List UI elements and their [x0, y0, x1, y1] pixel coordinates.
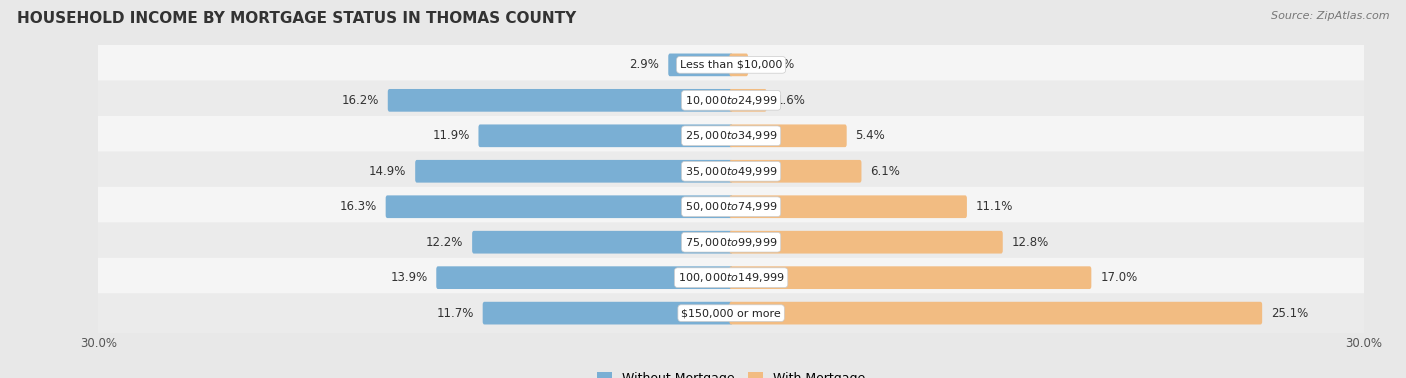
FancyBboxPatch shape	[730, 302, 1263, 324]
FancyBboxPatch shape	[730, 231, 1002, 254]
Legend: Without Mortgage, With Mortgage: Without Mortgage, With Mortgage	[592, 367, 870, 378]
Text: 6.1%: 6.1%	[870, 165, 900, 178]
Text: 2.9%: 2.9%	[630, 58, 659, 71]
Text: 11.9%: 11.9%	[432, 129, 470, 142]
FancyBboxPatch shape	[436, 266, 733, 289]
FancyBboxPatch shape	[75, 116, 1388, 156]
Text: $150,000 or more: $150,000 or more	[682, 308, 780, 318]
FancyBboxPatch shape	[668, 54, 733, 76]
FancyBboxPatch shape	[730, 89, 766, 112]
FancyBboxPatch shape	[482, 302, 733, 324]
Text: $10,000 to $24,999: $10,000 to $24,999	[685, 94, 778, 107]
Text: 0.72%: 0.72%	[756, 58, 794, 71]
FancyBboxPatch shape	[75, 258, 1388, 297]
FancyBboxPatch shape	[730, 54, 748, 76]
Text: $100,000 to $149,999: $100,000 to $149,999	[678, 271, 785, 284]
Text: 16.2%: 16.2%	[342, 94, 380, 107]
Text: $50,000 to $74,999: $50,000 to $74,999	[685, 200, 778, 213]
Text: 13.9%: 13.9%	[391, 271, 427, 284]
FancyBboxPatch shape	[730, 124, 846, 147]
FancyBboxPatch shape	[730, 266, 1091, 289]
FancyBboxPatch shape	[478, 124, 733, 147]
FancyBboxPatch shape	[472, 231, 733, 254]
FancyBboxPatch shape	[75, 45, 1388, 85]
Text: 12.2%: 12.2%	[426, 236, 463, 249]
Text: 14.9%: 14.9%	[368, 165, 406, 178]
Text: $35,000 to $49,999: $35,000 to $49,999	[685, 165, 778, 178]
FancyBboxPatch shape	[75, 152, 1388, 191]
FancyBboxPatch shape	[75, 187, 1388, 226]
FancyBboxPatch shape	[730, 195, 967, 218]
Text: 12.8%: 12.8%	[1011, 236, 1049, 249]
Text: HOUSEHOLD INCOME BY MORTGAGE STATUS IN THOMAS COUNTY: HOUSEHOLD INCOME BY MORTGAGE STATUS IN T…	[17, 11, 576, 26]
Text: 11.1%: 11.1%	[976, 200, 1014, 213]
FancyBboxPatch shape	[75, 81, 1388, 120]
Text: 1.6%: 1.6%	[776, 94, 806, 107]
Text: Source: ZipAtlas.com: Source: ZipAtlas.com	[1271, 11, 1389, 21]
FancyBboxPatch shape	[730, 160, 862, 183]
Text: 17.0%: 17.0%	[1099, 271, 1137, 284]
FancyBboxPatch shape	[388, 89, 733, 112]
Text: Less than $10,000: Less than $10,000	[681, 60, 782, 70]
Text: $25,000 to $34,999: $25,000 to $34,999	[685, 129, 778, 142]
Text: $75,000 to $99,999: $75,000 to $99,999	[685, 236, 778, 249]
Text: 11.7%: 11.7%	[436, 307, 474, 320]
FancyBboxPatch shape	[415, 160, 733, 183]
FancyBboxPatch shape	[385, 195, 733, 218]
Text: 5.4%: 5.4%	[855, 129, 886, 142]
Text: 25.1%: 25.1%	[1271, 307, 1308, 320]
FancyBboxPatch shape	[75, 293, 1388, 333]
Text: 16.3%: 16.3%	[340, 200, 377, 213]
FancyBboxPatch shape	[75, 222, 1388, 262]
